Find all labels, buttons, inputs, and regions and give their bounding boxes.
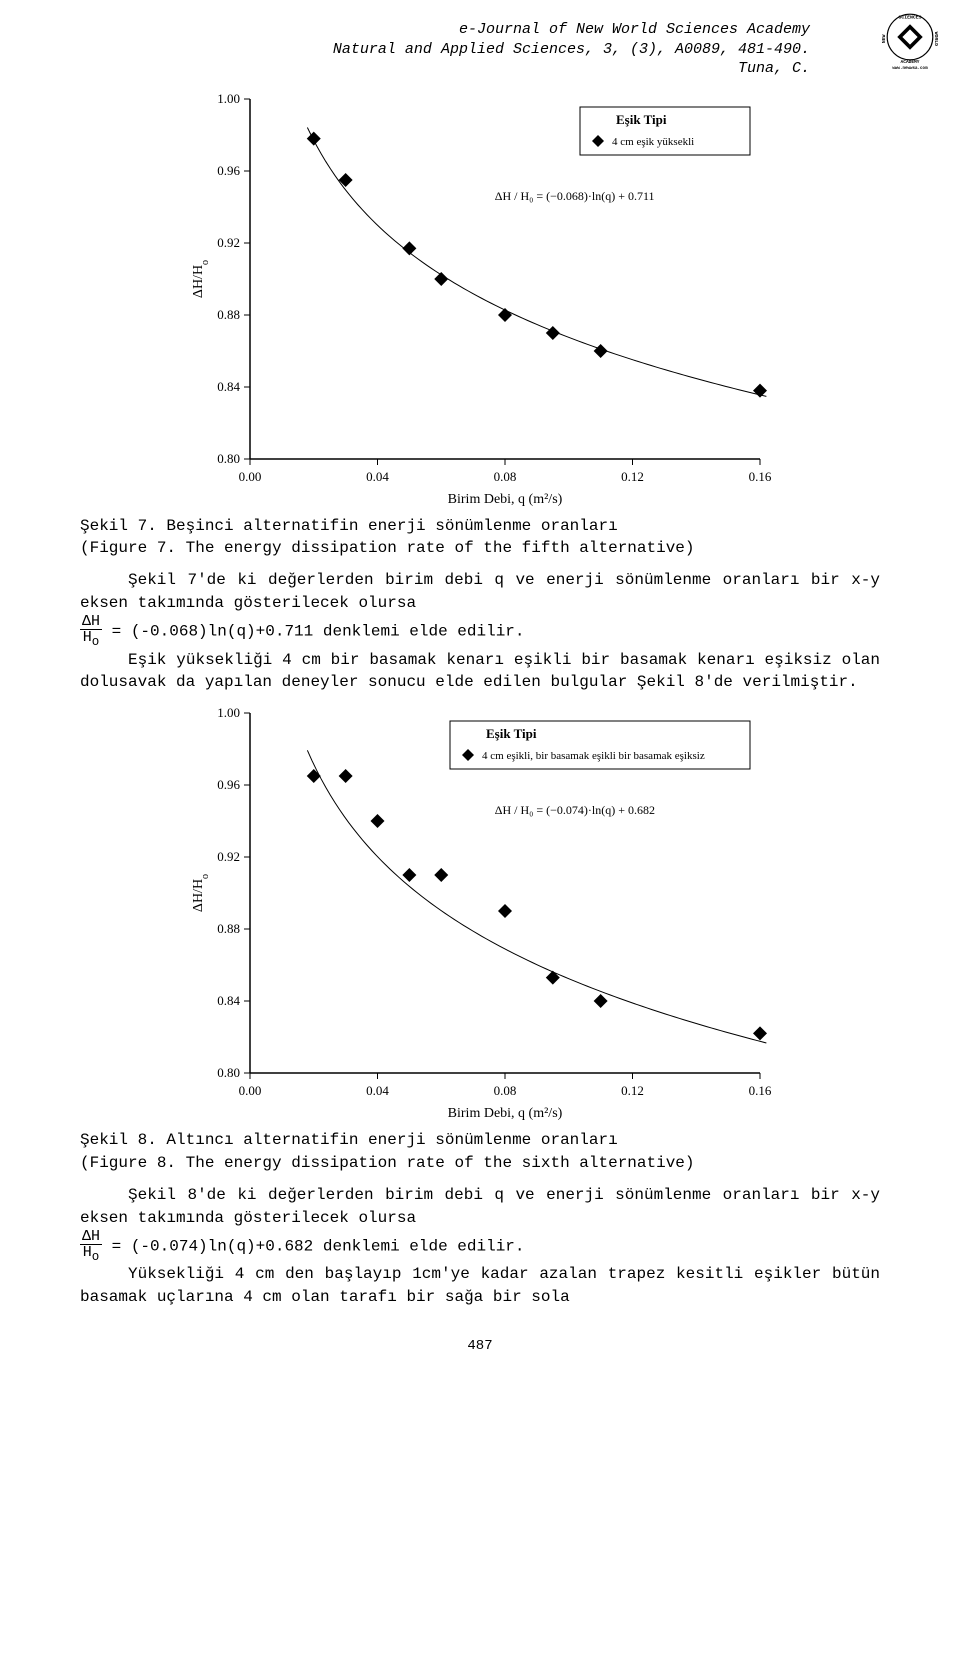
chart-8-svg: 0.80 0.84 0.88 0.92 0.96 1.00 0.00 0.04 0.08 0.12… [180, 703, 780, 1123]
page: e-Journal of New World Sciences Academy … [0, 0, 960, 1394]
figure-7: 0.80 0.84 0.88 0.92 0.96 1.00 0.00 0.04 0.08 0.12… [180, 89, 780, 509]
svg-text:0.04: 0.04 [366, 1083, 389, 1098]
svg-text:0.96: 0.96 [217, 163, 240, 178]
fraction-num: ΔH [80, 614, 102, 630]
fraction: ΔH Ho [80, 1229, 102, 1264]
page-number: 487 [80, 1338, 880, 1354]
svg-text:0.92: 0.92 [217, 235, 240, 250]
figure-8-caption: Şekil 8. Altıncı alternatifin enerji sön… [80, 1129, 880, 1174]
svg-text:SCIENCES: SCIENCES [898, 14, 921, 20]
equation-text: = (-0.068)ln(q)+0.711 denklemi elde edil… [112, 623, 525, 641]
fraction-num: ΔH [80, 1229, 102, 1245]
svg-text:ΔH/Ho: ΔH/Ho [191, 259, 211, 297]
svg-text:ΔH / H₀ = (−0.068)·ln(q) + 0.7: ΔH / H₀ = (−0.068)·ln(q) + 0.711 [495, 188, 655, 202]
svg-text:ΔH/Ho: ΔH/Ho [191, 874, 211, 912]
svg-text:0.16: 0.16 [749, 469, 772, 484]
svg-text:0.08: 0.08 [494, 469, 517, 484]
header-line: e-Journal of New World Sciences Academy [80, 20, 810, 40]
svg-text:4 cm eşikli, bir basamak eşikl: 4 cm eşikli, bir basamak eşikli bir basa… [482, 750, 705, 762]
svg-text:Eşik Tipi: Eşik Tipi [486, 726, 537, 741]
caption-line: (Figure 8. The energy dissipation rate o… [80, 1154, 695, 1172]
journal-header: e-Journal of New World Sciences Academy … [80, 20, 880, 79]
svg-text:0.16: 0.16 [749, 1083, 772, 1098]
text: Şekil 7'de ki değerlerden birim debi q v… [80, 571, 880, 611]
header-line: Natural and Applied Sciences, 3, (3), A0… [80, 40, 810, 60]
svg-text:0.92: 0.92 [217, 849, 240, 864]
svg-text:Eşik Tipi: Eşik Tipi [616, 112, 667, 127]
svg-text:0.96: 0.96 [217, 777, 240, 792]
svg-text:0.84: 0.84 [217, 993, 240, 1008]
caption-line: (Figure 7. The energy dissipation rate o… [80, 539, 695, 557]
figure-8: 0.80 0.84 0.88 0.92 0.96 1.00 0.00 0.04 0.08 0.12… [180, 703, 780, 1123]
svg-text:4 cm eşik yüksekli: 4 cm eşik yüksekli [612, 136, 694, 148]
figure-7-caption: Şekil 7. Beşinci alternatifin enerji sön… [80, 515, 880, 560]
svg-text:0.12: 0.12 [621, 1083, 644, 1098]
text: Yüksekliği 4 cm den başlayıp 1cm'ye kada… [80, 1265, 880, 1305]
svg-text:0.88: 0.88 [217, 307, 240, 322]
svg-text:0.80: 0.80 [217, 451, 240, 466]
svg-text:0.84: 0.84 [217, 379, 240, 394]
svg-text:0.00: 0.00 [239, 469, 262, 484]
svg-text:ACADEMY: ACADEMY [901, 59, 920, 65]
text: Şekil 8'de ki değerlerden birim debi q v… [80, 1186, 880, 1226]
caption-line: Şekil 7. Beşinci alternatifin enerji sön… [80, 517, 618, 535]
svg-text:0.88: 0.88 [217, 921, 240, 936]
svg-text:1.00: 1.00 [217, 91, 240, 106]
svg-text:0.08: 0.08 [494, 1083, 517, 1098]
paragraph-7: Şekil 7'de ki değerlerden birim debi q v… [80, 569, 880, 693]
svg-text:ΔH / H₀ = (−0.074)·ln(q) + 0.6: ΔH / H₀ = (−0.074)·ln(q) + 0.682 [495, 803, 655, 817]
svg-text:0.80: 0.80 [217, 1065, 240, 1080]
svg-text:0.04: 0.04 [366, 469, 389, 484]
svg-text:WORLD: WORLD [933, 32, 939, 47]
fraction-den: Ho [80, 1245, 102, 1264]
academy-logo-icon: SCIENCES NEW WORLD ACADEMY www.newwsa.co… [880, 10, 940, 70]
svg-text:www.newwsa.com: www.newwsa.com [892, 67, 928, 70]
svg-text:0.00: 0.00 [239, 1083, 262, 1098]
svg-text:NEW: NEW [881, 34, 887, 43]
equation-text: = (-0.074)ln(q)+0.682 denklemi elde edil… [112, 1237, 525, 1255]
svg-text:0.12: 0.12 [621, 469, 644, 484]
text: Eşik yüksekliği 4 cm bir basamak kenarı … [80, 651, 880, 691]
svg-text:Birim Debi, q (m²/s): Birim Debi, q (m²/s) [448, 492, 563, 507]
fraction: ΔH Ho [80, 614, 102, 649]
svg-text:1.00: 1.00 [217, 705, 240, 720]
paragraph-8: Şekil 8'de ki değerlerden birim debi q v… [80, 1184, 880, 1308]
chart-7-svg: 0.80 0.84 0.88 0.92 0.96 1.00 0.00 0.04 0.08 0.12… [180, 89, 780, 509]
fraction-den: Ho [80, 630, 102, 649]
svg-text:Birim Debi, q (m²/s): Birim Debi, q (m²/s) [448, 1106, 563, 1121]
header-line: Tuna, C. [80, 59, 810, 79]
caption-line: Şekil 8. Altıncı alternatifin enerji sön… [80, 1131, 618, 1149]
